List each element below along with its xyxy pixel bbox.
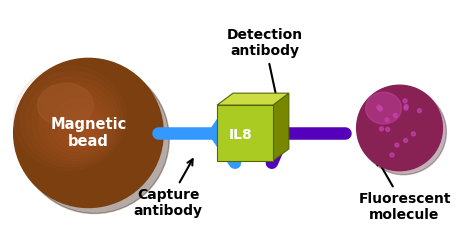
Ellipse shape (393, 113, 397, 117)
Ellipse shape (51, 99, 107, 152)
Ellipse shape (14, 58, 163, 208)
Ellipse shape (38, 88, 113, 158)
Ellipse shape (411, 132, 415, 136)
Ellipse shape (37, 83, 93, 127)
Ellipse shape (26, 77, 119, 164)
Ellipse shape (356, 85, 442, 171)
Ellipse shape (57, 105, 104, 148)
Ellipse shape (70, 116, 98, 142)
Ellipse shape (385, 118, 389, 122)
Ellipse shape (19, 64, 169, 213)
Ellipse shape (82, 127, 91, 136)
Text: Capture
antibody: Capture antibody (134, 159, 203, 218)
Ellipse shape (404, 106, 408, 110)
Ellipse shape (361, 89, 447, 175)
Ellipse shape (378, 107, 383, 111)
Ellipse shape (76, 122, 95, 139)
Ellipse shape (418, 109, 421, 113)
Ellipse shape (404, 104, 408, 108)
Ellipse shape (20, 71, 123, 167)
Ellipse shape (403, 99, 407, 103)
Text: Detection
antibody: Detection antibody (227, 28, 303, 108)
Ellipse shape (380, 127, 383, 131)
Ellipse shape (403, 139, 408, 142)
Ellipse shape (377, 105, 381, 109)
Ellipse shape (45, 94, 110, 155)
Polygon shape (217, 93, 289, 105)
Ellipse shape (32, 83, 117, 161)
Ellipse shape (390, 153, 394, 157)
Polygon shape (217, 105, 273, 161)
Text: IL8: IL8 (229, 128, 253, 142)
Ellipse shape (395, 143, 399, 147)
Polygon shape (273, 93, 289, 161)
Ellipse shape (64, 111, 101, 145)
Ellipse shape (386, 128, 390, 131)
Ellipse shape (365, 92, 401, 124)
Ellipse shape (14, 66, 126, 170)
Text: Fluorescent
molecule: Fluorescent molecule (358, 159, 451, 222)
Text: Magnetic
bead: Magnetic bead (50, 117, 127, 149)
